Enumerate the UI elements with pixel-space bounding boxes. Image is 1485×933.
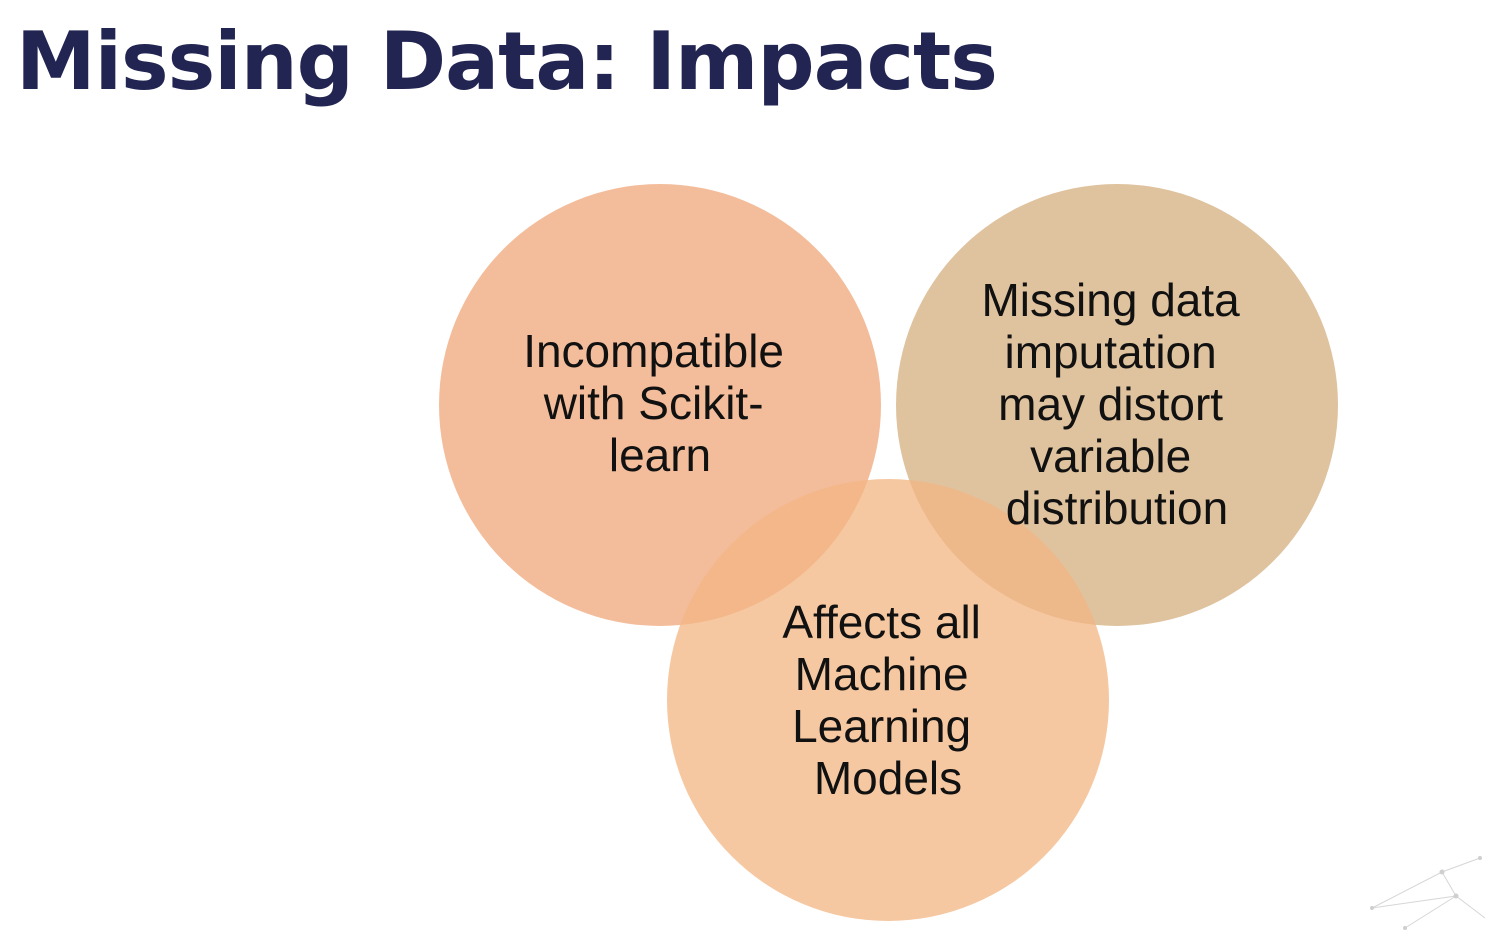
circle-affects-models [667, 479, 1109, 921]
label-affects-models-line: Learning [792, 700, 971, 752]
label-affects-models-line: Machine [795, 648, 969, 700]
label-imputation-line: variable [1030, 430, 1191, 482]
label-incompatible: Incompatible with Scikit- learn [523, 325, 797, 481]
label-incompatible-line: Incompatible [523, 325, 784, 377]
label-imputation-line: Missing data [981, 274, 1240, 326]
label-incompatible-line: learn [609, 429, 711, 481]
label-affects-models-line: Models [814, 752, 962, 804]
label-imputation-line: distribution [1006, 482, 1228, 534]
label-affects-models: Affects all Machine Learning Models [782, 596, 993, 804]
label-affects-models-line: Affects all [782, 596, 981, 648]
label-imputation-line: may distort [998, 378, 1223, 430]
page-title: Missing Data: Impacts [16, 15, 998, 108]
label-imputation: Missing data imputation may distort vari… [981, 274, 1252, 534]
label-imputation-line: imputation [1004, 326, 1216, 378]
label-incompatible-line: with Scikit- [543, 377, 764, 429]
